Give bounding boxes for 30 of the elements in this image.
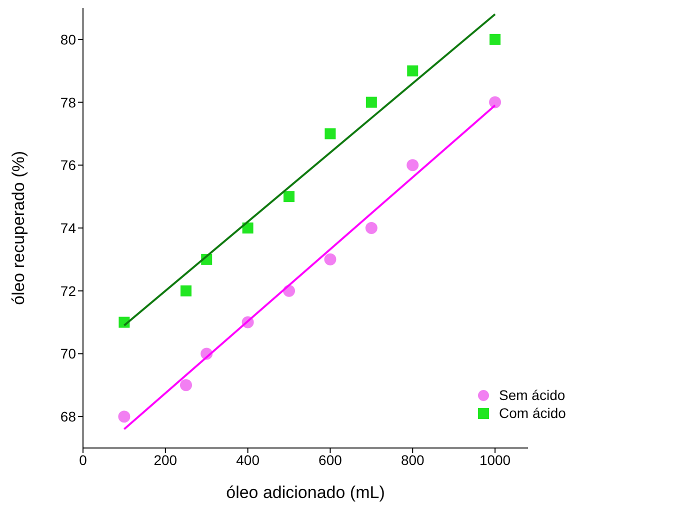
x-tick-label: 800 — [400, 452, 425, 468]
point — [366, 96, 377, 108]
y-axis-title: óleo recuperado (%) — [9, 150, 28, 306]
x-tick-label: 1000 — [479, 452, 511, 468]
point — [180, 379, 192, 392]
point — [118, 410, 130, 423]
legend-label: Com ácido — [499, 405, 566, 421]
y-tick-label: 70 — [60, 346, 76, 362]
y-tick-label: 80 — [60, 31, 76, 48]
y-tick-label: 78 — [60, 94, 76, 110]
point — [407, 65, 418, 76]
point — [284, 191, 295, 202]
point — [324, 253, 336, 266]
point — [324, 128, 336, 140]
x-tick-label: 200 — [154, 452, 178, 468]
point — [489, 96, 502, 108]
y-tick-label: 72 — [60, 282, 76, 299]
y-tick-label: 74 — [60, 220, 76, 236]
x-tick-label: 0 — [79, 452, 88, 468]
point — [490, 34, 501, 45]
x-axis-title: óleo adicionado (mL) — [226, 483, 385, 502]
point — [242, 222, 254, 234]
legend-label: Sem ácido — [499, 387, 566, 403]
y-tick-label: 68 — [60, 408, 76, 425]
point — [180, 285, 192, 296]
x-tick-label: 600 — [318, 452, 342, 468]
point — [365, 222, 378, 234]
point — [406, 159, 419, 172]
y-tick-label: 76 — [60, 157, 76, 174]
x-tick-label: 400 — [236, 452, 260, 468]
